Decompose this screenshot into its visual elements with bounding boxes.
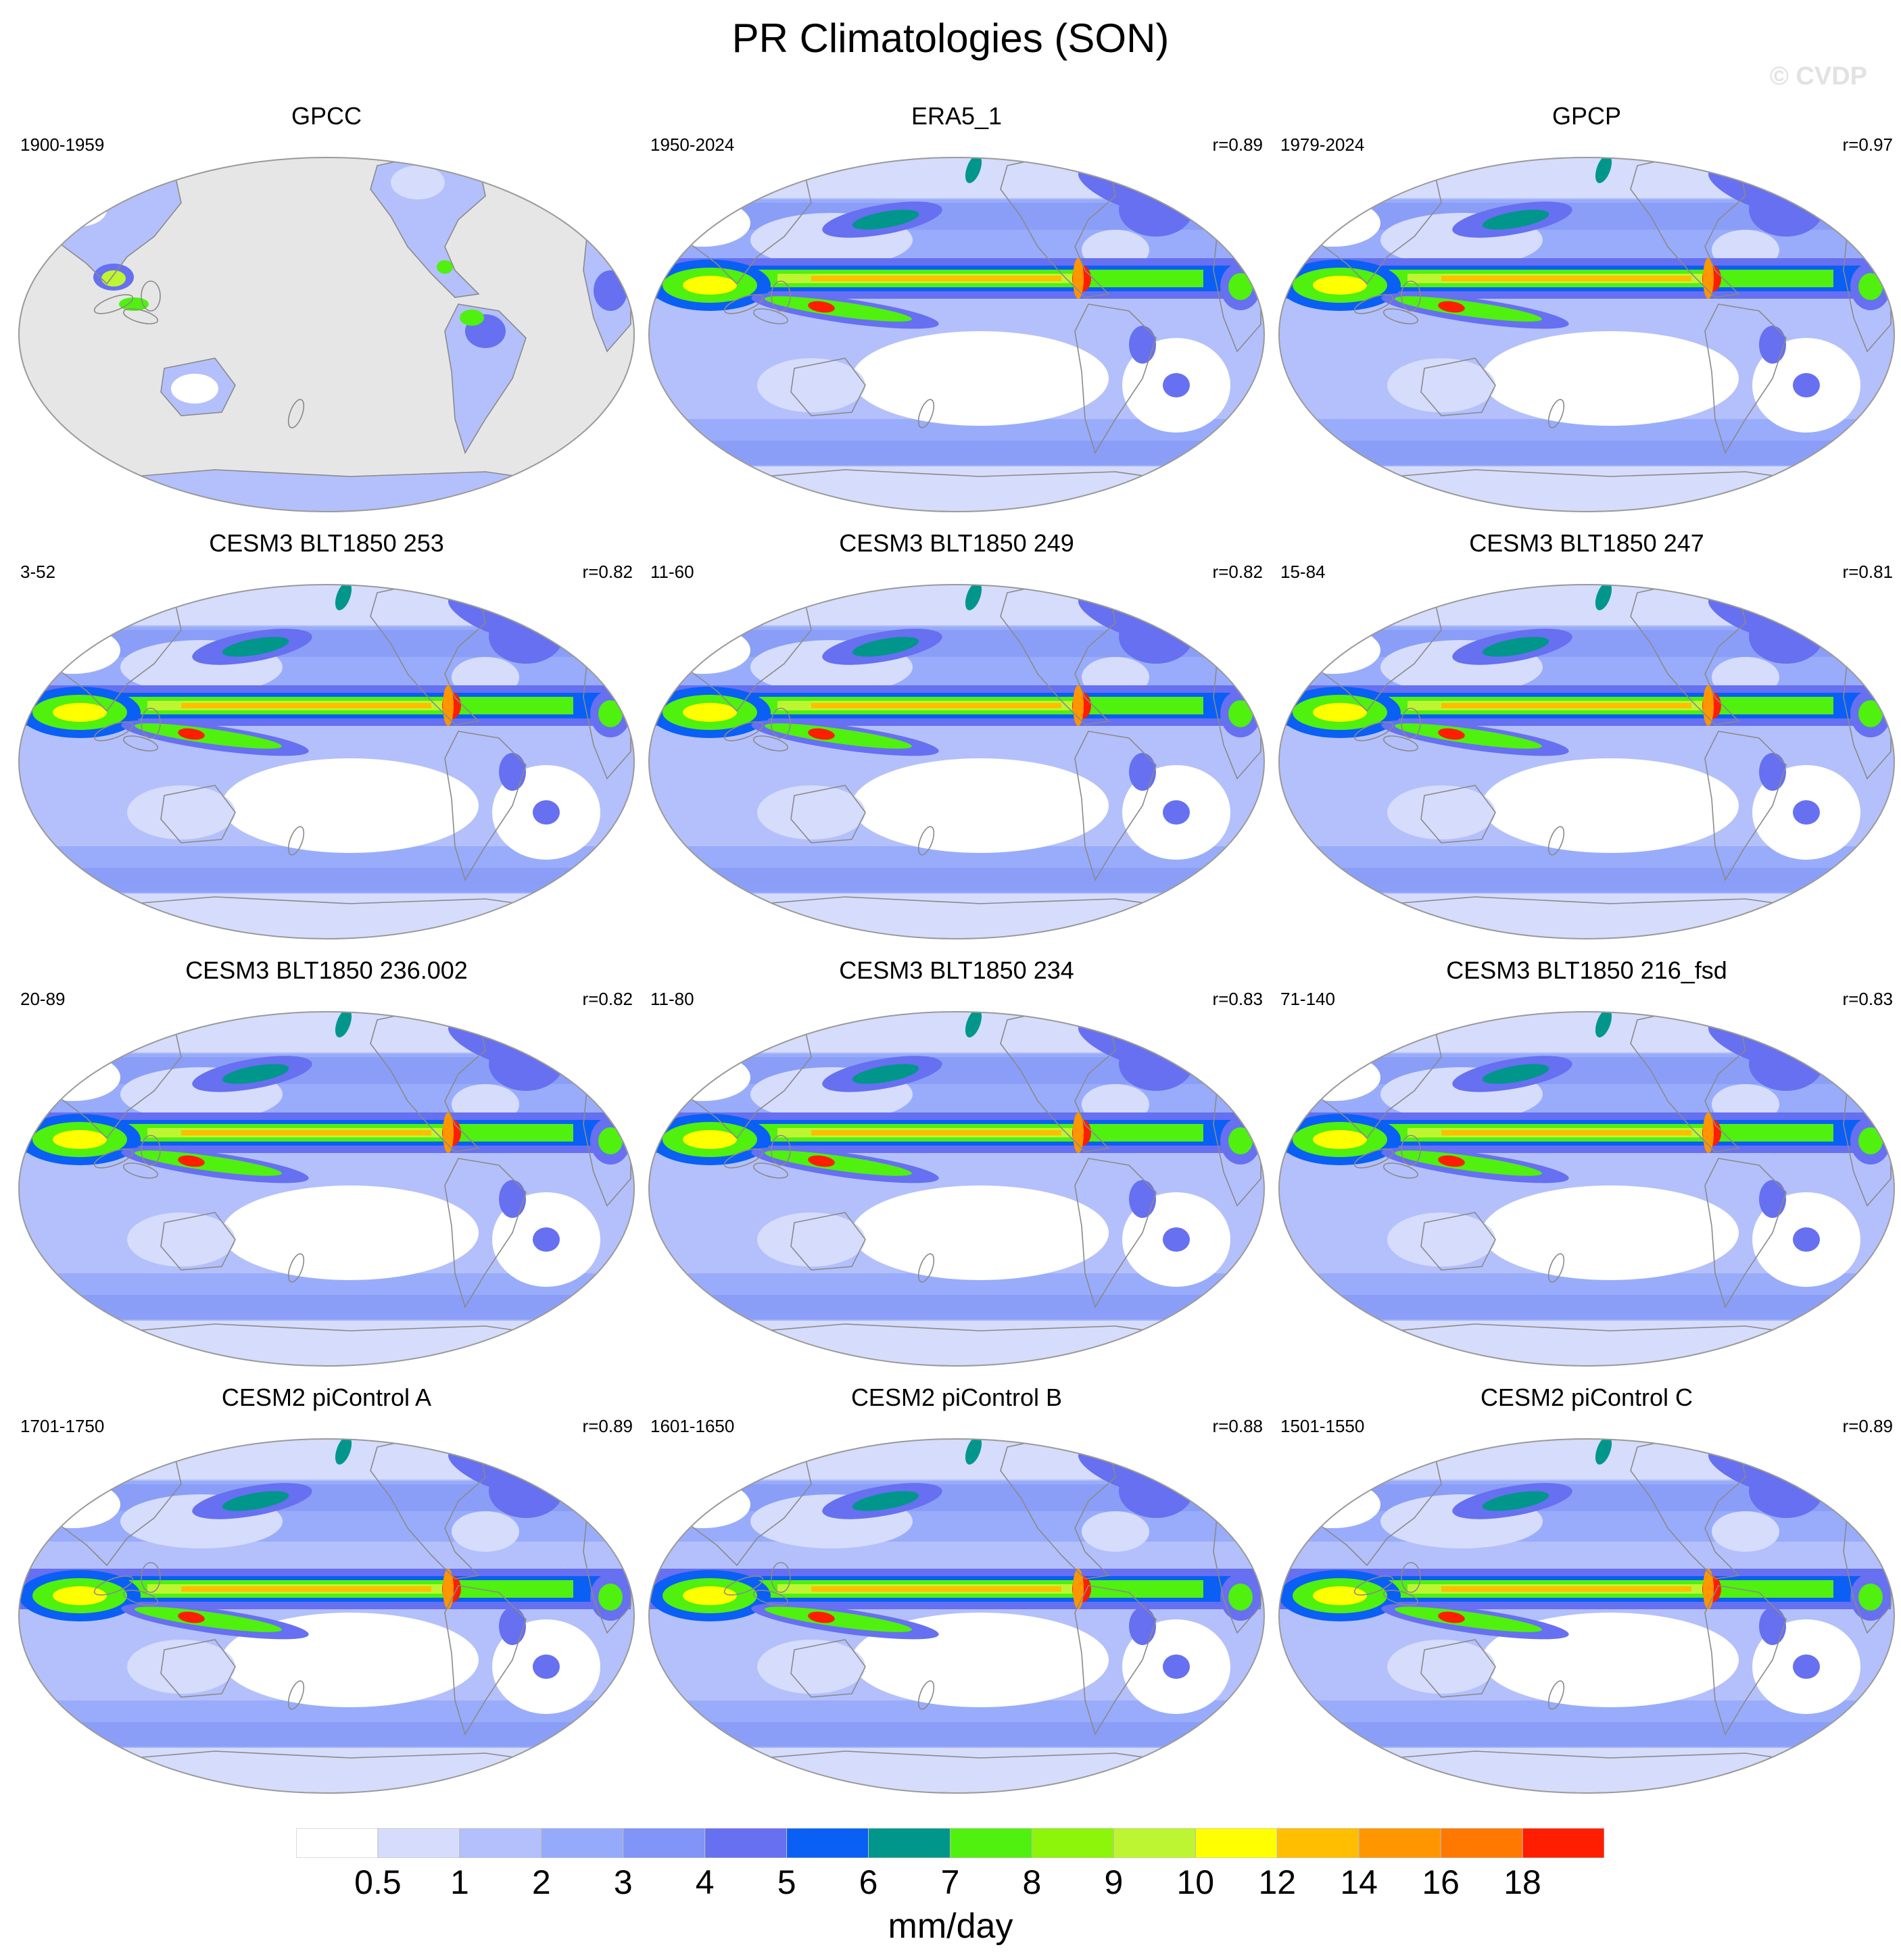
panel-title: ERA5_1	[911, 102, 1003, 130]
map-globe	[1278, 157, 1895, 512]
colorbar-swatch	[1440, 1828, 1523, 1858]
panel-period: 1601-1650	[650, 1416, 735, 1436]
panel-title: GPCP	[1551, 102, 1622, 130]
panel-pattern-correlation: r=0.89	[582, 1416, 633, 1436]
panel-pattern-correlation: r=0.82	[582, 562, 633, 582]
map-panel: CESM3 BLT1850 236.002 20-89 r=0.82	[12, 956, 641, 1381]
colorbar-tick-label: 18	[1503, 1863, 1541, 1901]
map-panel: GPCP 1979-2024 r=0.97	[1272, 101, 1901, 527]
colorbar-swatch	[786, 1828, 869, 1858]
colorbar-swatch	[950, 1828, 1032, 1858]
colorbar-swatch	[1113, 1828, 1196, 1858]
panel-pattern-correlation: r=0.89	[1212, 134, 1263, 155]
colorbar	[296, 1828, 1604, 1858]
colorbar-swatch	[541, 1828, 624, 1858]
panel-pattern-correlation: r=0.97	[1842, 134, 1893, 155]
panel-period: 1979-2024	[1280, 134, 1365, 155]
map-globe	[648, 157, 1265, 512]
map-globe	[1278, 584, 1895, 939]
map-globe	[1278, 1011, 1895, 1367]
map-panel: CESM3 BLT1850 234 11-80 r=0.83	[642, 956, 1271, 1381]
panel-pattern-correlation: r=0.83	[1842, 989, 1893, 1009]
cvdp-watermark: © CVDP	[1769, 62, 1867, 91]
map-panel: CESM3 BLT1850 253 3-52 r=0.82	[12, 529, 641, 954]
panel-period: 11-60	[650, 562, 694, 582]
colorbar-swatch	[1522, 1828, 1604, 1858]
panel-title: CESM3 BLT1850 247	[1469, 529, 1704, 557]
colorbar-tick-label: 0.5	[354, 1863, 402, 1901]
colorbar-tick-label: 5	[777, 1863, 796, 1901]
colorbar-swatches	[296, 1828, 1604, 1858]
map-globe	[18, 584, 635, 939]
panel-title: CESM3 BLT1850 253	[209, 529, 444, 557]
colorbar-tick-label: 7	[940, 1863, 960, 1901]
map-panel: CESM2 piControl B 1601-1650 r=0.88	[642, 1383, 1271, 1809]
map-panel: CESM3 BLT1850 247 15-84 r=0.81	[1272, 529, 1901, 954]
colorbar-swatch	[1031, 1828, 1114, 1858]
panel-period: 1501-1550	[1280, 1416, 1365, 1436]
panel-pattern-correlation: r=0.89	[1842, 1416, 1893, 1436]
map-globe	[1278, 1438, 1895, 1794]
map-panel: CESM2 piControl C 1501-1550 r=0.89	[1272, 1383, 1901, 1809]
map-globe	[18, 1011, 635, 1367]
panel-pattern-correlation: r=0.88	[1212, 1416, 1263, 1436]
panel-period: 15-84	[1280, 562, 1326, 582]
panel-title: GPCC	[291, 102, 362, 130]
colorbar-swatch	[296, 1828, 379, 1858]
panel-title: CESM2 piControl B	[850, 1383, 1063, 1411]
panel-pattern-correlation: r=0.82	[1212, 562, 1263, 582]
colorbar-tick-label: 1	[450, 1863, 469, 1901]
colorbar-tick-label: 16	[1422, 1863, 1460, 1901]
colorbar-swatch	[704, 1828, 788, 1858]
colorbar-units: mm/day	[888, 1907, 1013, 1946]
map-globe	[648, 584, 1265, 939]
panel-period: 3-52	[20, 562, 56, 582]
panel-title: CESM3 BLT1850 234	[839, 956, 1074, 984]
colorbar-swatch	[459, 1828, 542, 1858]
colorbar-tick-label: 9	[1104, 1863, 1124, 1901]
panel-title: CESM2 piControl C	[1480, 1383, 1693, 1411]
panel-period: 1900-1959	[20, 134, 105, 155]
colorbar-tick-label: 8	[1022, 1863, 1042, 1901]
colorbar-tick-label: 3	[613, 1863, 633, 1901]
panel-period: 1701-1750	[20, 1416, 105, 1436]
panel-title: CESM3 BLT1850 236.002	[185, 956, 468, 984]
colorbar-tick-label: 10	[1176, 1863, 1215, 1901]
colorbar-tick-label: 6	[859, 1863, 878, 1901]
colorbar-swatch	[1276, 1828, 1359, 1858]
figure-title: PR Climatologies (SON)	[731, 16, 1170, 61]
map-globe	[18, 1438, 635, 1794]
map-panel: CESM3 BLT1850 216_fsd 71-140 r=0.83	[1272, 956, 1901, 1381]
colorbar-tick-label: 12	[1258, 1863, 1297, 1901]
map-globe	[648, 1438, 1265, 1794]
colorbar-tick-label: 2	[531, 1863, 551, 1901]
colorbar-tick-label: 14	[1340, 1863, 1378, 1901]
panel-period: 20-89	[20, 989, 66, 1009]
panel-period: 11-80	[650, 989, 694, 1009]
map-panel: ERA5_1 1950-2024 r=0.89	[642, 101, 1271, 527]
panel-title: CESM3 BLT1850 249	[839, 529, 1074, 557]
panel-pattern-correlation: r=0.83	[1212, 989, 1263, 1009]
map-globe	[648, 1011, 1265, 1367]
panel-period: 1950-2024	[650, 134, 735, 155]
colorbar-tick-label: 4	[695, 1863, 715, 1901]
colorbar-swatch	[623, 1828, 706, 1858]
panel-pattern-correlation: r=0.82	[582, 989, 633, 1009]
panel-period: 71-140	[1280, 989, 1335, 1009]
colorbar-swatch	[1358, 1828, 1441, 1858]
panel-pattern-correlation: r=0.81	[1842, 562, 1893, 582]
colorbar-swatch	[1195, 1828, 1278, 1858]
map-panel: CESM2 piControl A 1701-1750 r=0.89	[12, 1383, 641, 1809]
panel-title: CESM3 BLT1850 216_fsd	[1446, 956, 1727, 984]
colorbar-swatch	[868, 1828, 950, 1858]
map-globe	[18, 157, 635, 512]
panel-title: CESM2 piControl A	[221, 1383, 432, 1411]
colorbar-swatch	[377, 1828, 460, 1858]
map-panel: CESM3 BLT1850 249 11-60 r=0.82	[642, 529, 1271, 954]
map-panel: GPCC 1900-1959	[12, 101, 641, 527]
